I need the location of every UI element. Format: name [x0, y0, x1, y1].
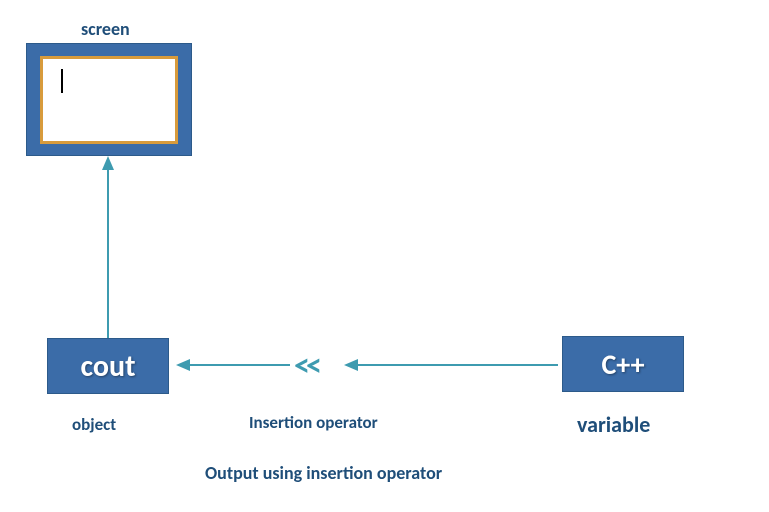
arrow-operator-to-cout [0, 0, 769, 512]
